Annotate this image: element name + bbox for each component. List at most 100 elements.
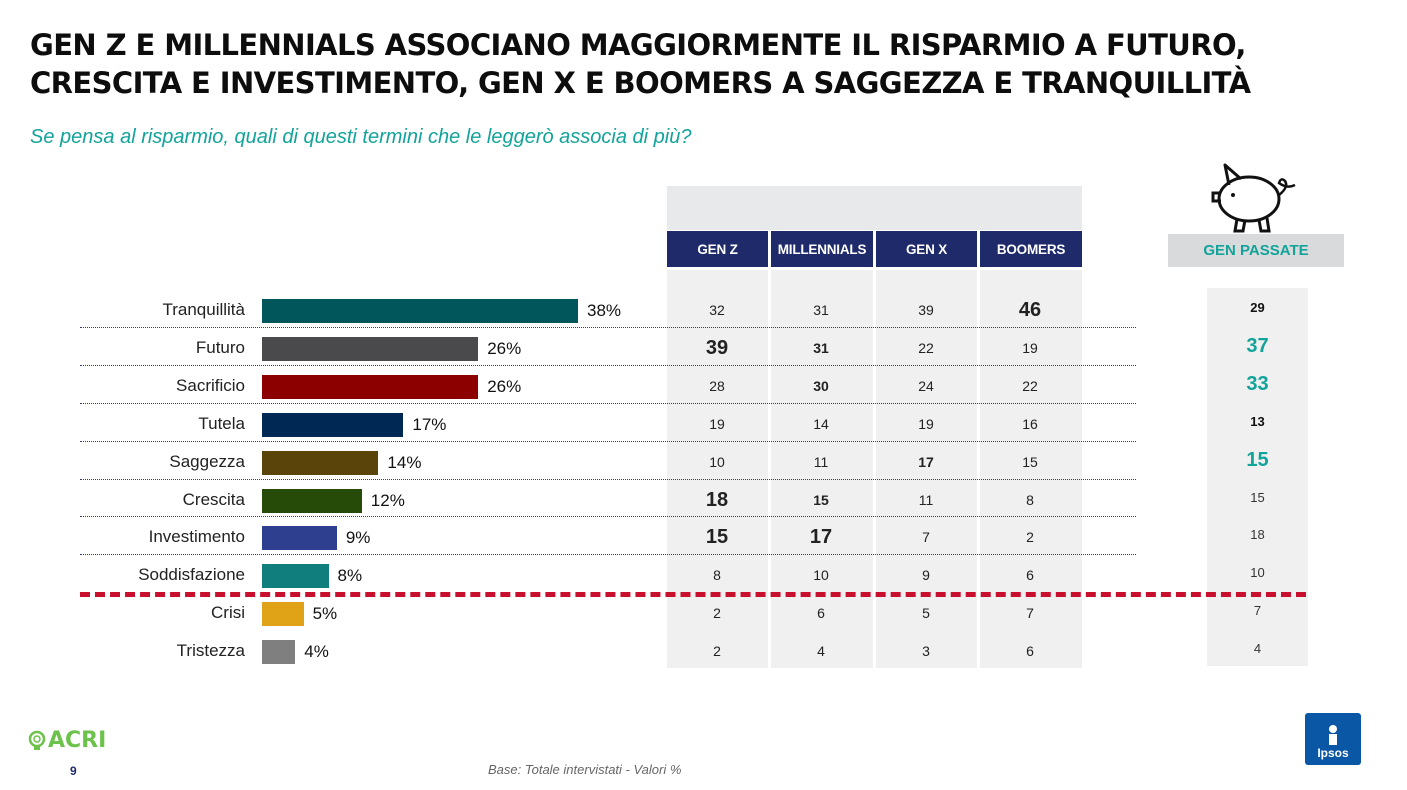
table-cell-gen-passate: 15 — [1246, 448, 1269, 471]
table-cell-millennials: 4 — [817, 643, 825, 660]
table-cell-boomers: 22 — [1022, 377, 1038, 394]
bar-value-label: 4% — [304, 642, 329, 662]
bar-value-label: 9% — [345, 528, 371, 548]
column-header-millennials: MILLENNIALS — [771, 231, 873, 267]
bar-value-label: 26% — [487, 376, 522, 396]
table-cell-boomers: 7 — [1026, 605, 1034, 622]
bar-value-label: 14% — [387, 452, 422, 472]
table-cell-gen-x: 22 — [918, 339, 934, 356]
row-separator — [80, 326, 1136, 328]
table-cell-boomers: 19 — [1022, 339, 1038, 356]
acri-bulb-icon — [28, 730, 46, 750]
table-cell-gen-z: 39 — [705, 336, 729, 359]
table-cell-gen-x: 7 — [922, 529, 930, 546]
column-bg-genz — [667, 270, 768, 668]
bar — [262, 526, 337, 551]
table-cell-millennials: 31 — [813, 302, 829, 318]
row-separator — [80, 554, 1136, 556]
table-cell-boomers: 2 — [1026, 529, 1034, 546]
table-cell-gen-passate: 10 — [1250, 565, 1265, 581]
category-label: Soddisfazione — [138, 565, 245, 585]
table-cell-gen-z: 8 — [713, 567, 721, 584]
threshold-dashed-line — [80, 592, 1306, 597]
bar — [262, 336, 479, 361]
table-cell-boomers: 6 — [1026, 643, 1034, 660]
table-cell-gen-passate: 15 — [1250, 489, 1265, 505]
column-bg-millennials — [771, 270, 873, 668]
column-header-boomers: BOOMERS — [980, 231, 1082, 267]
row-separator — [80, 402, 1136, 404]
table-cell-gen-passate: 18 — [1250, 527, 1265, 543]
ipsos-figure-icon — [1329, 725, 1337, 745]
table-cell-gen-x: 5 — [922, 605, 930, 622]
row-separator — [80, 516, 1136, 518]
table-cell-gen-x: 11 — [918, 491, 934, 508]
table-cell-gen-x: 17 — [918, 453, 934, 470]
column-header-gen-z: GEN Z — [667, 231, 768, 267]
acri-logo: ACRI — [28, 728, 106, 753]
table-cell-gen-z: 18 — [705, 488, 729, 511]
table-cell-millennials: 30 — [813, 377, 829, 394]
column-bg-genx — [876, 270, 977, 668]
column-bg-boomers — [980, 270, 1082, 668]
table-cell-gen-z: 2 — [713, 605, 721, 622]
table-cell-gen-passate: 7 — [1253, 603, 1262, 619]
category-label: Tristezza — [176, 641, 245, 661]
bar — [262, 640, 296, 665]
table-cell-boomers: 6 — [1026, 567, 1034, 584]
category-label: Sacrificio — [176, 375, 245, 395]
table-cell-boomers: 8 — [1026, 491, 1034, 508]
bar — [262, 374, 479, 399]
table-cell-boomers: 15 — [1022, 453, 1038, 470]
category-label: Crescita — [182, 489, 245, 509]
bar-value-label: 17% — [412, 414, 447, 434]
bar — [262, 450, 379, 475]
table-cell-boomers: 46 — [1018, 299, 1042, 321]
column-header-gen-passate: GEN PASSATE — [1168, 234, 1344, 267]
table-cell-millennials: 11 — [813, 453, 829, 470]
table-cell-millennials: 10 — [813, 567, 829, 584]
base-note: Base: Totale intervistati - Valori % — [488, 762, 682, 777]
table-cell-gen-x: 19 — [918, 415, 934, 432]
column-bg-gen-passate — [1207, 288, 1308, 666]
table-cell-millennials: 17 — [809, 526, 833, 549]
title-line-1: GEN Z E MILLENNIALS ASSOCIANO MAGGIORMEN… — [30, 28, 1246, 62]
table-header-band — [667, 186, 1082, 230]
question-subtitle: Se pensa al risparmio, quali di questi t… — [30, 126, 692, 148]
table-cell-gen-z: 28 — [709, 377, 725, 394]
table-cell-gen-passate: 4 — [1253, 641, 1262, 657]
acri-logo-text: ACRI — [48, 728, 107, 753]
table-cell-gen-z: 32 — [709, 302, 725, 318]
table-cell-millennials: 31 — [813, 339, 829, 356]
bar — [262, 412, 404, 437]
table-cell-gen-z: 10 — [709, 453, 725, 470]
table-cell-gen-passate: 33 — [1246, 372, 1269, 395]
bar-value-label: 12% — [370, 490, 405, 510]
category-label: Tranquillità — [162, 300, 245, 319]
bar — [262, 564, 329, 589]
category-label: Crisi — [211, 603, 245, 623]
page-title: GEN Z E MILLENNIALS ASSOCIANO MAGGIORMEN… — [30, 26, 1370, 102]
table-cell-millennials: 14 — [813, 415, 829, 432]
table-cell-gen-x: 24 — [918, 377, 934, 394]
table-cell-gen-z: 15 — [705, 526, 729, 549]
bar-value-label: 38% — [587, 301, 622, 320]
bar — [262, 299, 578, 323]
bar-value-label: 8% — [337, 566, 363, 586]
table-cell-gen-x: 9 — [922, 567, 930, 584]
piggy-bank-icon — [1211, 163, 1296, 233]
category-label: Saggezza — [169, 451, 245, 471]
table-cell-gen-x: 39 — [918, 302, 934, 318]
row-separator — [80, 478, 1136, 480]
table-cell-gen-x: 3 — [922, 643, 930, 660]
table-cell-gen-z: 2 — [713, 643, 721, 660]
table-cell-gen-passate: 37 — [1246, 334, 1269, 357]
category-label: Futuro — [195, 337, 245, 357]
table-cell-millennials: 6 — [817, 605, 825, 622]
bar-value-label: 5% — [312, 604, 338, 624]
column-header-gen-x: GEN X — [876, 231, 977, 267]
page-number: 9 — [70, 764, 77, 778]
ipsos-logo: Ipsos — [1305, 713, 1361, 765]
category-label: Investimento — [148, 527, 245, 547]
table-cell-gen-z: 19 — [709, 415, 725, 432]
